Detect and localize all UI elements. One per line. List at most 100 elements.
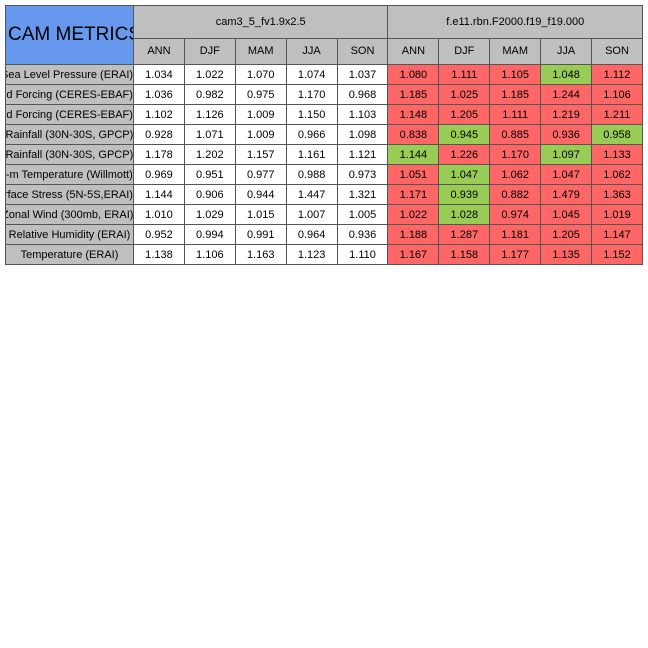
metric-cell-fe11: 1.048 [540, 64, 593, 85]
metric-cell-cam3: 0.991 [234, 224, 287, 245]
season-header: SON [591, 37, 643, 66]
table-row: SW Cloud Forcing (CERES-EBAF)1.0360.9820… [5, 84, 643, 105]
group-header-fe11: f.e11.rbn.F2000.f19_f19.000 [387, 5, 643, 39]
metric-cell-cam3: 1.034 [132, 64, 185, 85]
metric-cell-fe11: 0.885 [489, 124, 542, 145]
group-header-row: CAM METRICS cam3_5_fv1.9x2.5 f.e11.rbn.F… [5, 5, 643, 65]
metric-cell-fe11: 0.838 [387, 124, 440, 145]
metric-cell-fe11: 1.080 [387, 64, 440, 85]
metric-cell-fe11: 1.226 [438, 144, 491, 165]
metric-cell-cam3: 0.906 [183, 184, 236, 205]
metric-cell-fe11: 0.974 [489, 204, 542, 225]
metric-cell-fe11: 1.185 [489, 84, 542, 105]
row-label-text: SW Cloud Forcing (CERES-EBAF) [6, 88, 133, 101]
metric-cell-cam3: 1.121 [336, 144, 389, 165]
row-label-text: LW Cloud Forcing (CERES-EBAF) [6, 108, 133, 121]
season-header: MAM [489, 37, 542, 66]
metric-cell-fe11: 1.181 [489, 224, 542, 245]
metric-cell-cam3: 1.161 [285, 144, 338, 165]
season-header: DJF [183, 37, 236, 66]
metric-cell-fe11: 1.051 [387, 164, 440, 185]
metric-cell-cam3: 1.074 [285, 64, 338, 85]
metric-cell-cam3: 1.110 [336, 244, 389, 265]
metric-cell-fe11: 0.945 [438, 124, 491, 145]
metric-cell-cam3: 1.150 [285, 104, 338, 125]
metric-cell-fe11: 1.167 [387, 244, 440, 265]
row-label: Zonal Wind (300mb, ERAI) [5, 204, 134, 225]
season-header: ANN [132, 37, 185, 66]
metric-cell-fe11: 1.363 [591, 184, 643, 205]
metric-cell-cam3: 1.144 [132, 184, 185, 205]
metric-cell-fe11: 1.097 [540, 144, 593, 165]
metric-cell-cam3: 1.170 [285, 84, 338, 105]
metric-cell-fe11: 1.188 [387, 224, 440, 245]
row-label-text: Pacific Surface Stress (5N-5S,ERAI) [6, 188, 133, 201]
metric-cell-cam3: 1.071 [183, 124, 236, 145]
row-label: Relative Humidity (ERAI) [5, 224, 134, 245]
metric-cell-cam3: 1.009 [234, 124, 287, 145]
metric-cell-fe11: 1.287 [438, 224, 491, 245]
table-row: Land Rainfall (30N-30S, GPCP)0.9281.0711… [5, 124, 643, 145]
metric-cell-cam3: 1.321 [336, 184, 389, 205]
metric-cell-cam3: 1.102 [132, 104, 185, 125]
metric-cell-cam3: 1.007 [285, 204, 338, 225]
metric-cell-cam3: 1.163 [234, 244, 287, 265]
metric-cell-cam3: 0.968 [336, 84, 389, 105]
row-label: SW Cloud Forcing (CERES-EBAF) [5, 84, 134, 105]
metric-cell-cam3: 1.015 [234, 204, 287, 225]
metric-cell-cam3: 0.952 [132, 224, 185, 245]
table-row: Pacific Surface Stress (5N-5S,ERAI)1.144… [5, 184, 643, 205]
metrics-body: Sea Level Pressure (ERAI) 1.034 1.022 1.070… [5, 64, 643, 265]
metric-cell-fe11: 1.177 [489, 244, 542, 265]
metric-cell-fe11: 1.045 [540, 204, 593, 225]
row-label-text: Relative Humidity (ERAI) [8, 228, 131, 241]
metric-cell-fe11: 1.111 [489, 104, 542, 125]
row-label-text: Temperature (ERAI) [20, 248, 119, 261]
season-header: MAM [234, 37, 287, 66]
metric-cell-fe11: 0.939 [438, 184, 491, 205]
metric-cell-cam3: 1.037 [336, 64, 389, 85]
metric-cell-fe11: 1.205 [540, 224, 593, 245]
table-title: CAM METRICS [5, 5, 134, 65]
table-row: Temperature (ERAI) 1.138 1.106 1.163 1.123 1.… [5, 244, 643, 265]
table-row: Relative Humidity (ERAI) 0.952 0.994 0.991 0… [5, 224, 643, 245]
metric-cell-fe11: 1.047 [540, 164, 593, 185]
metric-cell-cam3: 1.022 [183, 64, 236, 85]
row-label: Land Rainfall (30N-30S, GPCP) [5, 124, 134, 145]
table-row: Ocean Rainfall (30N-30S, GPCP)1.1781.202… [5, 144, 643, 165]
row-label: Pacific Surface Stress (5N-5S,ERAI) [5, 184, 134, 205]
metric-cell-fe11: 1.244 [540, 84, 593, 105]
metric-cell-cam3: 0.964 [285, 224, 338, 245]
metric-cell-fe11: 1.106 [591, 84, 643, 105]
metric-cell-fe11: 1.047 [438, 164, 491, 185]
metric-cell-fe11: 1.062 [489, 164, 542, 185]
metric-cell-cam3: 1.202 [183, 144, 236, 165]
row-label: Temperature (ERAI) [5, 244, 134, 265]
metric-cell-cam3: 1.103 [336, 104, 389, 125]
metric-cell-fe11: 1.028 [438, 204, 491, 225]
metric-cell-cam3: 1.005 [336, 204, 389, 225]
metric-cell-fe11: 1.112 [591, 64, 643, 85]
metric-cell-cam3: 1.098 [336, 124, 389, 145]
row-label: Sea Level Pressure (ERAI) [5, 64, 134, 85]
row-label-text: Land 2-m Temperature (Willmott) [5, 168, 133, 181]
metric-cell-fe11: 1.135 [540, 244, 593, 265]
metric-cell-cam3: 1.178 [132, 144, 185, 165]
metric-cell-cam3: 0.936 [336, 224, 389, 245]
table-row: Zonal Wind (300mb, ERAI) 1.010 1.029 1.015 1… [5, 204, 643, 225]
season-header: DJF [438, 37, 491, 66]
group-header-cam3: cam3_5_fv1.9x2.5 [132, 5, 389, 39]
metric-cell-fe11: 1.025 [438, 84, 491, 105]
metric-cell-cam3: 0.969 [132, 164, 185, 185]
metric-cell-cam3: 1.447 [285, 184, 338, 205]
metric-cell-cam3: 0.951 [183, 164, 236, 185]
metric-cell-fe11: 1.185 [387, 84, 440, 105]
metric-cell-fe11: 1.111 [438, 64, 491, 85]
table-row: Sea Level Pressure (ERAI) 1.034 1.022 1.070… [5, 64, 643, 85]
row-label-text: Land Rainfall (30N-30S, GPCP) [5, 128, 134, 141]
metric-cell-cam3: 0.982 [183, 84, 236, 105]
metric-cell-cam3: 0.966 [285, 124, 338, 145]
metric-cell-cam3: 1.009 [234, 104, 287, 125]
row-label: Land 2-m Temperature (Willmott) [5, 164, 134, 185]
row-label: Ocean Rainfall (30N-30S, GPCP) [5, 144, 134, 165]
